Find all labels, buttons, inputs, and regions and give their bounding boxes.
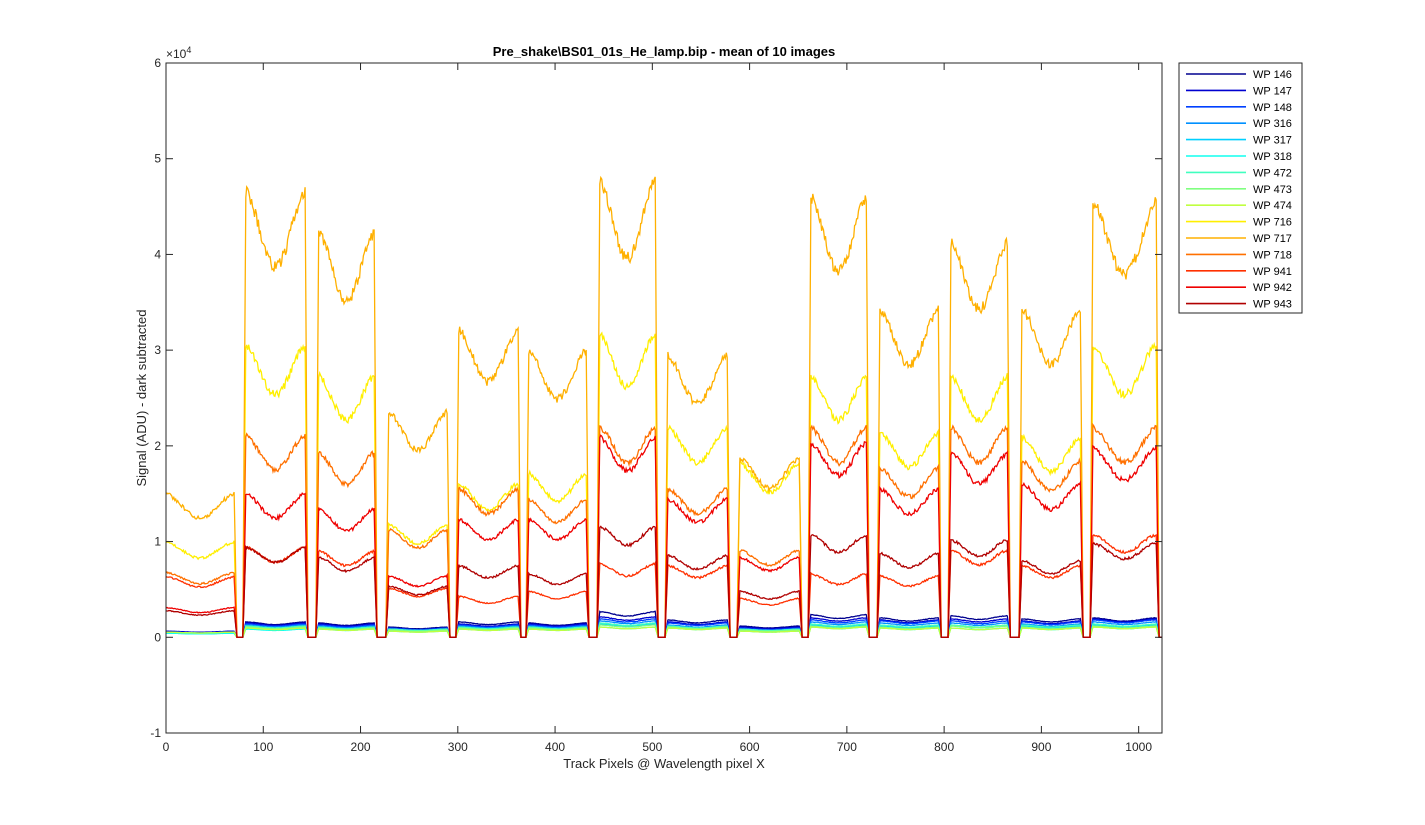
legend-label: WP 718 bbox=[1253, 249, 1292, 261]
legend-label: WP 474 bbox=[1253, 200, 1292, 212]
legend-label: WP 318 bbox=[1253, 151, 1292, 163]
x-tick-label: 100 bbox=[253, 740, 273, 754]
y-tick-label: 6 bbox=[154, 56, 161, 70]
y-tick-label: 5 bbox=[154, 152, 161, 166]
legend-label: WP 472 bbox=[1253, 167, 1292, 179]
legend-label: WP 316 bbox=[1253, 118, 1292, 130]
legend-items: WP 146 WP 147 WP 148 WP 316 WP 317 WP 318 WP 4… bbox=[1186, 69, 1292, 311]
legend: WP 146 WP 147 WP 148 WP 316 WP 317 WP 318 WP 4… bbox=[1178, 62, 1303, 314]
y-exponent-power: 4 bbox=[186, 45, 191, 55]
x-tick-label: 600 bbox=[740, 740, 760, 754]
y-tick-label: -1 bbox=[150, 726, 161, 740]
legend-label: WP 147 bbox=[1253, 85, 1292, 97]
plot-area: 0 100 200 300 400 500 600 700 800 900 1000 -101234… bbox=[150, 56, 1163, 754]
y-axis-ticks: -1 0 1 2 3 4 5 6 bbox=[150, 56, 1162, 740]
legend-label: WP 317 bbox=[1253, 135, 1292, 147]
y-tick-label: 3 bbox=[154, 343, 161, 357]
series-layer bbox=[165, 175, 1162, 638]
x-axis-ticks: 0 100 200 300 400 500 600 700 800 900 1000 bbox=[163, 63, 1152, 754]
legend-label: WP 941 bbox=[1253, 266, 1292, 278]
series-line-wp-943 bbox=[165, 525, 1162, 638]
x-axis-label: Track Pixels @ Wavelength pixel X bbox=[563, 756, 765, 771]
axes-box bbox=[165, 62, 1163, 734]
x-tick-label: 900 bbox=[1031, 740, 1051, 754]
legend-label: WP 473 bbox=[1253, 184, 1292, 196]
x-tick-label: 0 bbox=[163, 740, 170, 754]
x-tick-label: 300 bbox=[448, 740, 468, 754]
legend-label: WP 146 bbox=[1253, 69, 1292, 81]
y-tick-label: 1 bbox=[154, 535, 161, 549]
x-tick-label: 500 bbox=[642, 740, 662, 754]
legend-label: WP 943 bbox=[1253, 299, 1292, 311]
chart-title: Pre_shake\BS01_01s_He_lamp.bip - mean of… bbox=[493, 44, 836, 59]
legend-label: WP 942 bbox=[1253, 282, 1292, 294]
x-tick-label: 800 bbox=[934, 740, 954, 754]
x-tick-label: 400 bbox=[545, 740, 565, 754]
y-exponent-label: ×104 bbox=[166, 45, 191, 61]
legend-label: WP 716 bbox=[1253, 217, 1292, 229]
x-tick-label: 700 bbox=[837, 740, 857, 754]
x-tick-label: 1000 bbox=[1125, 740, 1152, 754]
y-tick-label: 2 bbox=[154, 439, 161, 453]
y-tick-label: 4 bbox=[154, 247, 161, 261]
legend-label: WP 717 bbox=[1253, 233, 1292, 245]
y-tick-label: 0 bbox=[154, 630, 161, 644]
x-tick-label: 200 bbox=[351, 740, 371, 754]
y-axis-label: Signal (ADU) - dark subtracted bbox=[134, 309, 149, 486]
legend-label: WP 148 bbox=[1253, 102, 1292, 114]
